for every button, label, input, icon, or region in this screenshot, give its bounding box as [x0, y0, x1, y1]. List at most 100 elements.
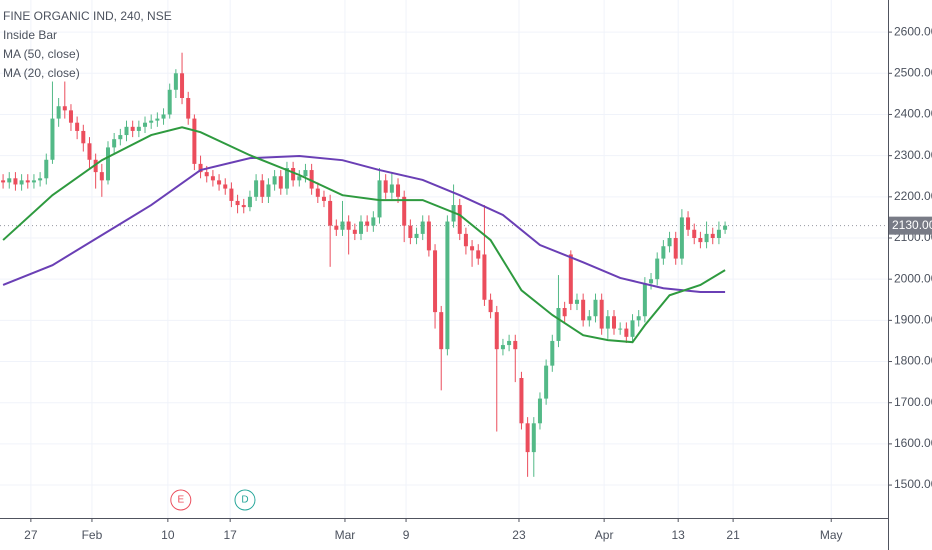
candle-body — [439, 312, 444, 350]
candle-body — [624, 328, 629, 337]
y-tick-label: 2400.00 — [894, 107, 932, 121]
candle-body — [297, 176, 302, 181]
candle-body — [649, 279, 654, 284]
candle-body — [25, 180, 30, 183]
candle-body — [223, 184, 228, 189]
candle-body — [371, 217, 376, 226]
candle-body — [605, 316, 610, 329]
candle-body — [254, 180, 259, 197]
event-label: E — [177, 495, 184, 506]
ma-line — [2, 126, 726, 344]
candle-body — [544, 365, 549, 399]
ma-line — [2, 155, 726, 293]
candle-body — [321, 196, 326, 201]
candle-body — [136, 126, 141, 131]
candle-body — [500, 345, 505, 350]
candle-body — [50, 118, 55, 160]
candle-body — [346, 221, 351, 230]
candle-body — [574, 299, 579, 304]
candle-body — [568, 254, 573, 304]
candle-body — [81, 130, 86, 144]
y-tick-label: 1700.00 — [894, 395, 932, 409]
candle-body — [723, 225, 728, 230]
candle-body — [513, 340, 518, 350]
x-tick-label: 21 — [726, 528, 740, 542]
event-marker — [170, 489, 192, 511]
x-tick-label: Apr — [595, 528, 614, 542]
candle-body — [62, 106, 67, 111]
candle-body — [587, 316, 592, 321]
candle-body — [525, 423, 530, 453]
candle-body — [679, 217, 684, 259]
candle-body — [556, 308, 561, 341]
plot — [1, 52, 728, 477]
candle-body — [155, 118, 160, 121]
candle-body — [593, 299, 598, 317]
candle-body — [198, 163, 203, 173]
candle-body — [352, 229, 357, 234]
candle-body — [241, 205, 246, 208]
candle-body — [359, 221, 364, 234]
candle-body — [618, 328, 623, 330]
x-tick-label: 27 — [24, 528, 38, 542]
candle-body — [476, 250, 481, 259]
candle-body — [531, 423, 536, 453]
grid — [0, 0, 888, 518]
candle-body — [389, 184, 394, 193]
candle-body — [433, 250, 438, 313]
candle-body — [44, 159, 49, 179]
y-tick-label: 1600.00 — [894, 436, 932, 450]
candle-body — [291, 168, 296, 181]
candle-body — [38, 178, 43, 181]
candle-body — [599, 299, 604, 329]
x-tick-label: 17 — [223, 528, 237, 542]
x-tick-label: 10 — [161, 528, 175, 542]
candle-body — [537, 398, 542, 424]
candle-body — [612, 316, 617, 329]
candle-body — [204, 172, 209, 177]
candle-body — [365, 221, 370, 226]
y-tick-label: 2300.00 — [894, 148, 932, 162]
y-tick-label: 2200.00 — [894, 189, 932, 203]
y-tick-label: 2500.00 — [894, 65, 932, 79]
candle-body — [118, 135, 123, 140]
candle-body — [229, 188, 234, 201]
candle-body — [105, 147, 110, 181]
candle-body — [235, 200, 240, 206]
candle-body — [562, 308, 567, 317]
candle-body — [710, 233, 715, 238]
candle-body — [93, 159, 98, 173]
candle-body — [180, 73, 185, 98]
legend-item: MA (20, close) — [3, 66, 80, 80]
candle-body — [463, 233, 468, 247]
candle-body — [186, 98, 191, 119]
y-tick-label: 2600.00 — [894, 24, 932, 38]
candle-body — [673, 238, 678, 259]
candle-body — [161, 114, 166, 119]
x-tick-label: 13 — [672, 528, 686, 542]
last-price-tag — [889, 216, 932, 235]
candle-body — [99, 172, 104, 181]
candle-body — [19, 180, 24, 185]
event-label: D — [241, 495, 248, 506]
candle-body — [112, 139, 117, 148]
candle-body — [247, 196, 252, 208]
candle-body — [470, 246, 475, 251]
candle-body — [124, 126, 129, 136]
candle-body — [630, 320, 635, 337]
candle-body — [260, 180, 265, 197]
candle-body — [309, 170, 314, 189]
candle-body — [377, 180, 382, 218]
candle-body — [383, 180, 388, 193]
candle-body — [507, 340, 512, 346]
x-tick-label: Feb — [82, 528, 103, 542]
candle-body — [408, 225, 413, 238]
candle-body — [7, 178, 12, 183]
candle-body — [315, 188, 320, 197]
candle-body — [482, 254, 487, 300]
candle-body — [334, 225, 339, 230]
candle-body — [550, 340, 555, 366]
candle-body — [130, 126, 135, 131]
